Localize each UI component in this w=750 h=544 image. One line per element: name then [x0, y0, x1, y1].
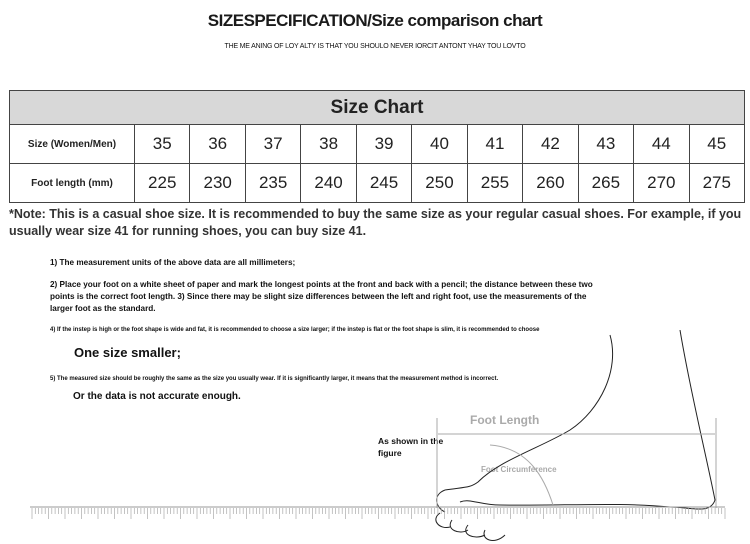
table-cell: 225 — [133, 163, 191, 203]
instruction-4-continued: One size smaller; — [74, 345, 181, 360]
size-chart-table: Size Chart Size (Women/Men) 35 36 37 38 … — [9, 90, 746, 203]
table-cell: 275 — [688, 163, 746, 203]
table-cell: 41 — [466, 124, 524, 164]
instruction-5-continued: Or the data is not accurate enough. — [73, 391, 241, 402]
foot-illustration — [30, 330, 726, 541]
table-cell: 235 — [244, 163, 302, 203]
instruction-1: 1) The measurement units of the above da… — [50, 258, 296, 267]
motto-text: THE ME ANING OF LOY ALTY IS THAT YOU SHO… — [224, 43, 526, 50]
table-row-foot-length: Foot length (mm) 225 230 235 240 245 250… — [9, 163, 746, 203]
note-text: *Note: This is a casual shoe size. It is… — [9, 207, 742, 238]
table-cell: 40 — [411, 124, 468, 164]
table-cell: 230 — [189, 163, 246, 203]
table-cell: 240 — [300, 163, 357, 203]
table-cell: 37 — [244, 124, 302, 164]
instruction-2: 2) Place your foot on a white sheet of p… — [50, 280, 593, 313]
size-chart-title: Size Chart — [9, 90, 745, 125]
instruction-5: 5) The measured size should be roughly t… — [50, 376, 499, 382]
table-cell: 35 — [133, 124, 191, 164]
foot-circumference-label: Foot Circumference — [481, 465, 557, 474]
table-cell: 255 — [466, 163, 524, 203]
table-cell: 38 — [300, 124, 357, 164]
figure-caption: As shown in the figure — [378, 436, 444, 458]
table-cell: 265 — [577, 163, 635, 203]
table-cell: 36 — [189, 124, 246, 164]
instruction-4: 4) If the instep is high or the foot sha… — [50, 327, 540, 333]
table-row-size: Size (Women/Men) 35 36 37 38 39 40 41 42… — [9, 124, 746, 164]
row-label: Size (Women/Men) — [9, 124, 135, 164]
table-cell: 250 — [411, 163, 468, 203]
foot-length-label: Foot Length — [470, 413, 540, 427]
table-cell: 270 — [633, 163, 690, 203]
ruler — [30, 506, 726, 519]
table-cell: 245 — [355, 163, 413, 203]
table-cell: 39 — [355, 124, 413, 164]
table-cell: 44 — [633, 124, 690, 164]
table-cell: 42 — [522, 124, 579, 164]
table-cell: 45 — [688, 124, 746, 164]
row-label: Foot length (mm) — [9, 163, 135, 203]
table-cell: 260 — [522, 163, 579, 203]
page-title: SIZESPECIFICATION/Size comparison chart — [207, 11, 543, 30]
table-cell: 43 — [577, 124, 635, 164]
